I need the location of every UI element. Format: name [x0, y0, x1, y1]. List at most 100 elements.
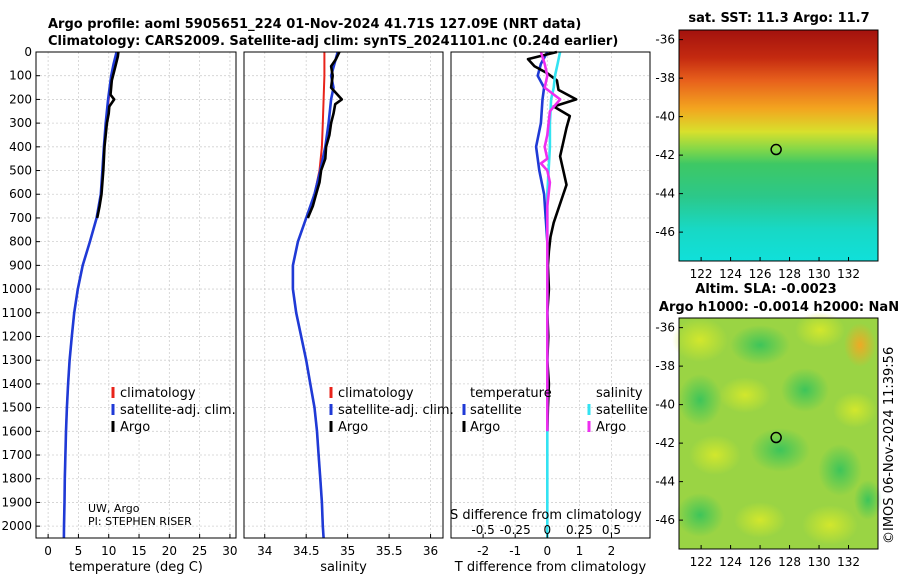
- legend-temp-argo: Argo: [470, 420, 500, 435]
- x-axis-label: temperature (deg C): [69, 560, 203, 575]
- secondary-tick-label: 0.25: [566, 523, 593, 537]
- map-x-tick-label: 124: [719, 267, 742, 281]
- map-x-tick-label: 130: [808, 267, 831, 281]
- x-tick-label: 1: [576, 544, 584, 558]
- map-x-tick-label: 126: [749, 555, 772, 569]
- legend-argo: Argo: [338, 420, 368, 435]
- legend-header-temperature: temperature: [470, 386, 552, 401]
- y-tick-label: 1800: [1, 472, 32, 486]
- y-tick-label: 800: [9, 235, 32, 249]
- map-y-tick-label: -40: [655, 110, 675, 124]
- map-x-tick-label: 128: [778, 555, 801, 569]
- x-tick-label: 35.5: [376, 544, 403, 558]
- x-tick-label: 2: [608, 544, 616, 558]
- y-tick-label: 1300: [1, 353, 32, 367]
- sla-map: 122 124 126 128 130 132 -36 -38 -40 -42 -44 -46: [655, 312, 882, 569]
- map-y-tick-label: -38: [655, 359, 675, 373]
- map-y-tick-label: -44: [655, 475, 675, 489]
- legend-sal-satellite: satellite: [596, 403, 648, 418]
- temperature-panel: 0 5 10 15 20 25 300100200300400500600700800900…: [1, 45, 237, 575]
- salinity-legend: climatology satellite-adj. clim. Argo: [329, 386, 454, 435]
- x-tick-label: 35: [340, 544, 355, 558]
- x-tick-label: 34.5: [293, 544, 320, 558]
- y-tick-label: 200: [9, 92, 32, 106]
- map-y-tick-label: -36: [655, 33, 675, 47]
- legend-satellite: satellite-adj. clim.: [338, 403, 454, 418]
- x-tick-label: 10: [101, 544, 116, 558]
- sla-map-title-line2: Argo h1000: -0.0014 h2000: NaN: [659, 300, 899, 315]
- figure-title-line1: Argo profile: aoml 5905651_224 01-Nov-20…: [48, 17, 581, 32]
- y-tick-label: 400: [9, 140, 32, 154]
- series-satellite-adj-clim-: [291, 51, 339, 539]
- x-tick-label: 20: [162, 544, 177, 558]
- sst-argo-marker: [770, 143, 782, 156]
- map-x-tick-label: 130: [808, 555, 831, 569]
- x-tick-label: 25: [192, 544, 207, 558]
- x-tick-label: 30: [222, 544, 237, 558]
- figure-title-line2: Climatology: CARS2009. Satellite-adj cli…: [48, 34, 618, 49]
- info-line2: PI: STEPHEN RISER: [88, 515, 192, 528]
- x-tick-label: -2: [477, 544, 489, 558]
- map-y-tick-label: -42: [655, 436, 675, 450]
- series-satellite-adj-clim-: [62, 51, 118, 539]
- legend-header-salinity: salinity: [596, 386, 643, 401]
- difference-panel: -2 -1 0 1 2 T difference from climatology: [450, 50, 651, 575]
- map-x-tick-label: 122: [690, 267, 713, 281]
- secondary-axis-ticks: -0.5 -0.25 0 0.25 0.5: [471, 523, 621, 537]
- map-x-tick-label: 132: [837, 555, 860, 569]
- x-tick-label: -1: [509, 544, 521, 558]
- map-y-tick-label: -36: [655, 321, 675, 335]
- sst-map-title: sat. SST: 11.3 Argo: 11.7: [688, 11, 869, 26]
- secondary-axis-label: S difference from climatology: [450, 508, 642, 523]
- map-x-tick-label: 124: [719, 555, 742, 569]
- legend-climatology: climatology: [120, 386, 196, 401]
- x-axis-label: salinity: [320, 560, 367, 575]
- series-argo: [306, 51, 344, 219]
- x-tick-label: 0: [44, 544, 52, 558]
- plot-frame: [450, 51, 651, 539]
- y-tick-label: 1400: [1, 377, 32, 391]
- sla-argo-marker: [770, 431, 782, 444]
- y-tick-label: 1600: [1, 424, 32, 438]
- secondary-tick-label: -0.5: [471, 523, 494, 537]
- secondary-tick-label: 0: [543, 523, 551, 537]
- series-argo: [95, 51, 120, 219]
- map-x-tick-label: 128: [778, 267, 801, 281]
- legend-climatology: climatology: [338, 386, 414, 401]
- y-tick-label: 300: [9, 116, 32, 130]
- series-temperature-satellite: [534, 51, 549, 432]
- y-tick-label: 2000: [1, 519, 32, 533]
- y-tick-label: 1200: [1, 329, 32, 343]
- map-y-tick-label: -42: [655, 148, 675, 162]
- x-tick-label: 5: [75, 544, 83, 558]
- x-axis-label: T difference from climatology: [454, 560, 647, 575]
- x-tick-label: 34: [257, 544, 272, 558]
- salinity-panel: 34 34.5 35 35.5 36 salinity: [243, 51, 444, 575]
- legend-argo: Argo: [120, 420, 150, 435]
- y-tick-label: 500: [9, 164, 32, 178]
- sla-field-blobs: [672, 312, 882, 545]
- y-tick-label: 900: [9, 258, 32, 272]
- y-tick-label: 0: [24, 45, 32, 59]
- info-line1: UW, Argo: [88, 502, 140, 515]
- sst-map-frame: [678, 29, 879, 262]
- secondary-tick-label: 0.5: [602, 523, 621, 537]
- copyright-stamp: ©IMOS 06-Nov-2024 11:39:56: [882, 347, 897, 544]
- sla-map-title-line1: Altim. SLA: -0.0023: [695, 282, 836, 297]
- map-y-tick-label: -44: [655, 187, 675, 201]
- map-x-tick-label: 132: [837, 267, 860, 281]
- x-tick-label: 15: [131, 544, 146, 558]
- y-tick-label: 1500: [1, 401, 32, 415]
- difference-legend: temperature salinity satellite Argo sate…: [462, 386, 648, 435]
- map-y-tick-label: -38: [655, 71, 675, 85]
- sst-map: 122 124 126 128 130 132 -36 -38 -40 -42 -44 -46: [655, 29, 879, 281]
- legend-sal-argo: Argo: [596, 420, 626, 435]
- y-tick-label: 1000: [1, 282, 32, 296]
- map-x-tick-label: 122: [690, 555, 713, 569]
- secondary-tick-label: -0.25: [500, 523, 531, 537]
- y-tick-label: 1100: [1, 306, 32, 320]
- plot-frame: [243, 51, 444, 539]
- y-tick-label: 100: [9, 69, 32, 83]
- y-tick-label: 700: [9, 211, 32, 225]
- y-tick-label: 1700: [1, 448, 32, 462]
